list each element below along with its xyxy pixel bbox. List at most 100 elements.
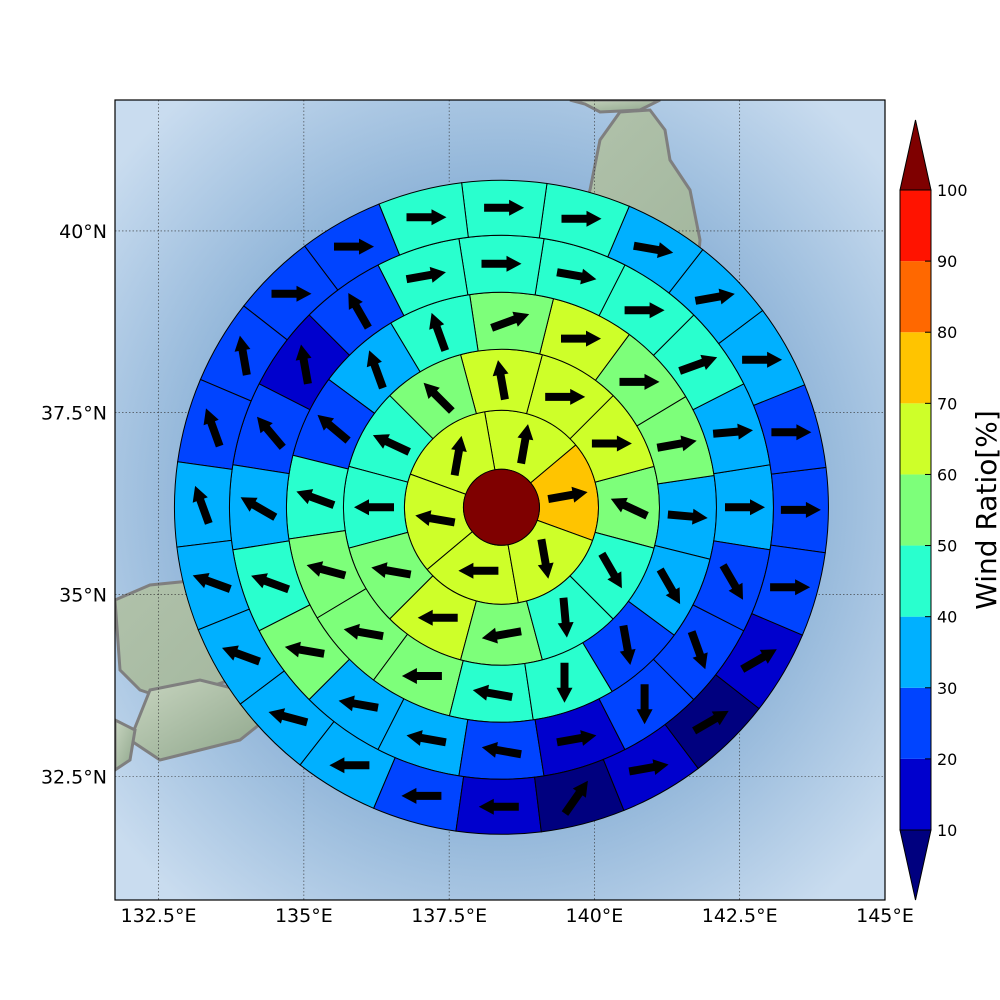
wind-arrow [624,302,665,319]
colorbar-tick-label: 50 [937,537,957,556]
y-axis-ticks: 32.5°N 35°N 37.5°N 40°N [41,221,107,788]
wind-arrow [598,551,622,589]
x-tick-label: 145°E [856,905,914,927]
map-frame [114,99,886,901]
wind-arrow [687,630,708,670]
colorbar-tick-label: 80 [937,323,957,342]
wind-arrow [610,497,649,520]
wind-arrow [354,499,394,516]
colorbar-segment [900,190,931,262]
colorbar-segment [900,758,931,830]
wind-arrow [771,424,812,441]
colorbar-tick-label: 90 [937,252,957,271]
wind-arrow [203,408,224,448]
wind-arrows [192,199,821,816]
wind-arrow [719,563,743,600]
wind-arrow [591,435,632,452]
center-point [462,468,540,546]
wind-arrow [251,573,290,594]
x-tick-label: 140°E [566,905,624,927]
wind-arrow [348,293,372,330]
wind-arrow [667,508,708,525]
wind-arrow [561,210,602,227]
colorbar-tick-label: 20 [937,750,957,769]
y-tick-label: 37.5°N [41,403,107,425]
wind-arrow [222,645,261,666]
wind-arrow [472,684,513,701]
wind-arrow [192,573,232,593]
wind-arrow [780,501,821,518]
wind-arrow [481,255,522,272]
wind-arrow [343,623,384,641]
wind-arrow [296,489,336,509]
colorbar-tick-label: 30 [937,679,957,698]
wind-arrow [770,579,811,596]
colorbar-title: Wind Ratio[%] [970,410,1000,610]
x-tick-label: 137.5°E [411,905,487,927]
y-tick-label: 35°N [59,585,107,607]
wind-arrow [547,486,588,503]
wind-arrow [257,416,286,450]
x-tick-label: 132.5°E [121,905,197,927]
wind-arrow [725,499,765,516]
wind-arrow [628,759,669,776]
wind-arrow [417,609,458,626]
colorbar-segment [900,332,931,404]
wind-arrow [484,199,525,216]
wind-arrow [366,350,387,390]
wind-arrow [371,562,412,579]
colorbar-tick-label: 60 [937,465,957,484]
wind-arrow [712,423,753,440]
colorbar-segment [900,616,931,688]
wind-arrow [234,335,251,376]
wind-arrow [405,266,446,284]
wind-arrow [537,538,554,579]
colorbar-segment [900,545,931,617]
wind-arrow [481,742,522,759]
wind-arrow [740,649,777,673]
wind-arrow [406,730,447,747]
wind-arrow [401,668,442,684]
landmass-hokkaido [569,100,661,114]
wind-arrow [492,360,509,401]
wind-arrow [268,708,309,727]
landmass-kyushu [115,718,137,772]
wind-arrow [295,344,312,385]
wind-arrow [415,510,456,527]
wind-arrow [557,597,574,638]
wind-arrow [556,268,597,285]
colorbar-under-triangle [899,829,932,901]
colorbar-segment [900,403,931,475]
wind-arrow [656,435,697,452]
wind-arrow [334,238,374,255]
x-tick-label: 142.5°E [702,905,778,927]
y-tick-label: 32.5°N [41,766,107,788]
wind-arrow [240,497,278,521]
colorbar-tick-label: 10 [937,821,957,840]
colorbar-segment [900,261,931,333]
wind-arrow [490,311,530,332]
colorbar-tick-label: 70 [937,394,957,413]
wind-arrow [561,330,601,347]
wind-arrow [317,414,351,444]
wind-arrow [338,695,379,712]
wind-arrow [478,798,519,815]
wind-arrow [306,561,347,580]
wind-arrow [429,312,449,352]
x-tick-label: 135°E [275,905,333,927]
wind-arrow [633,241,674,258]
colorbar-frame [899,189,932,831]
wind-arrow [450,435,467,476]
wind-arrow [561,780,588,816]
colorbar-tick-label: 100 [937,181,968,200]
wind-arrow [656,567,681,605]
wind-arrow [619,373,660,390]
colorbar-over-triangle [899,119,932,191]
landmass-shikoku [128,678,268,762]
wind-arrow [742,351,783,368]
colorbar-segment [900,687,931,759]
wind-arrow [329,757,370,774]
wind-arrow [406,209,447,226]
wind-arrow [545,388,586,405]
